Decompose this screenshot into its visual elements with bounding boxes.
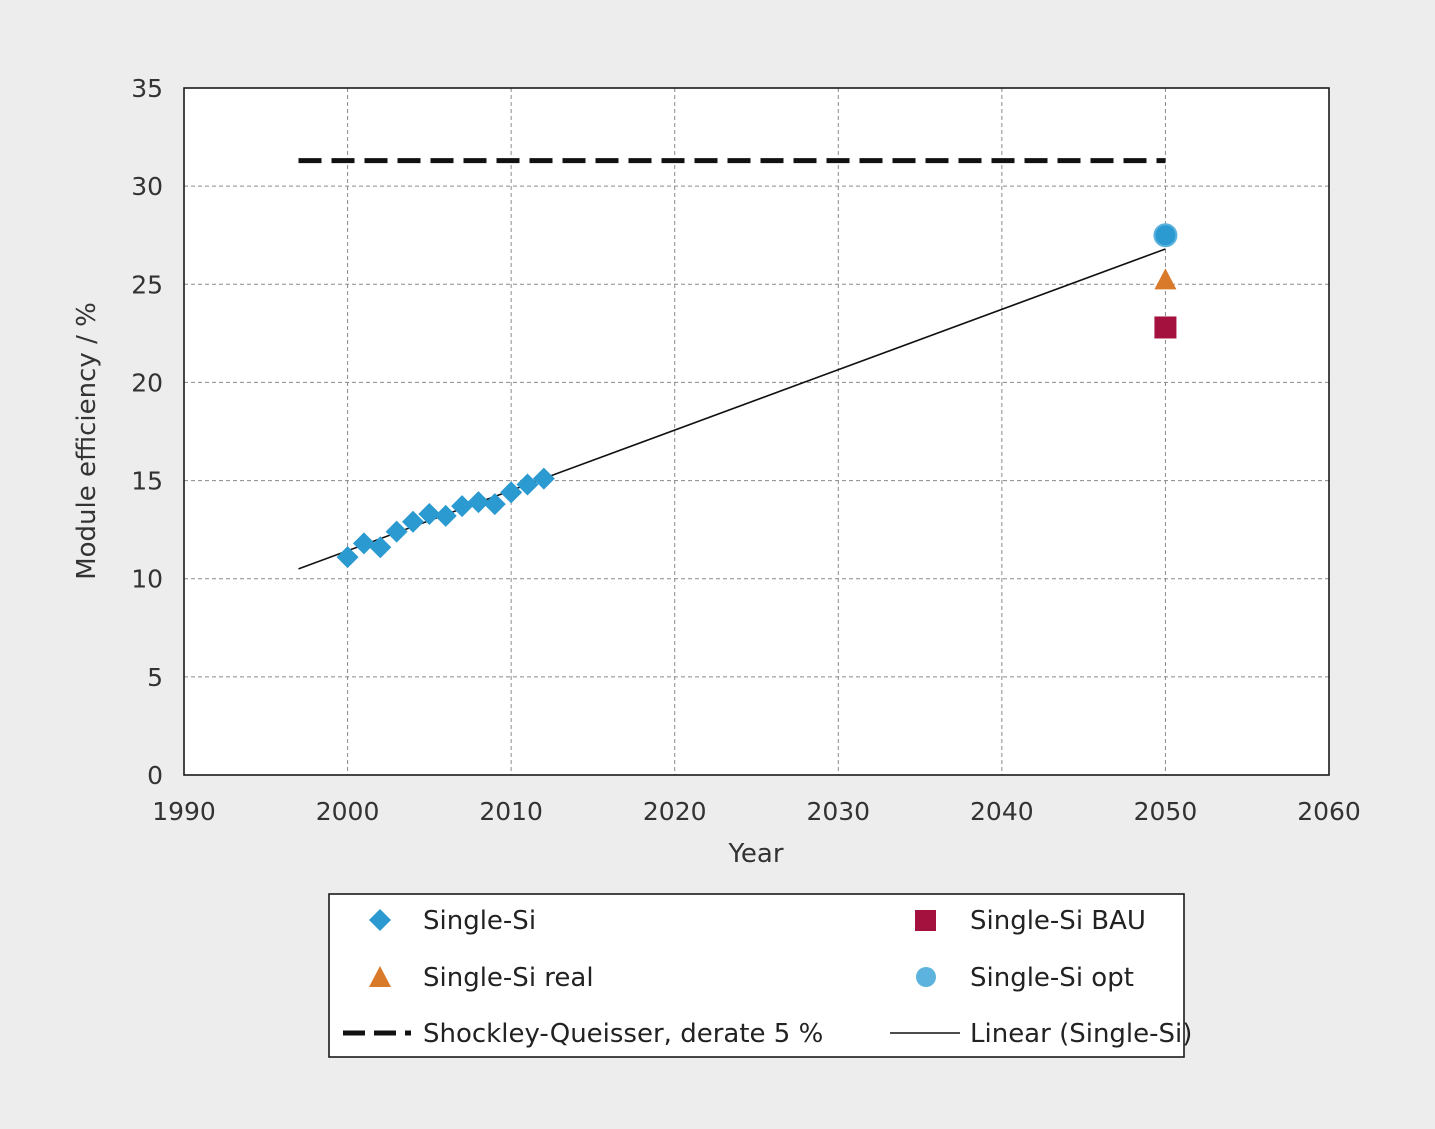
single-si-point <box>451 495 474 518</box>
single-si-point <box>418 502 441 525</box>
plot-area <box>184 88 1329 775</box>
y-axis-title: Module efficiency / % <box>72 302 102 580</box>
y-tick-label: 15 <box>131 467 163 496</box>
single-si-point <box>483 493 506 516</box>
x-tick-label: 2050 <box>1134 797 1198 826</box>
x-axis-title: Year <box>727 839 783 869</box>
x-tick-label: 2000 <box>316 797 380 826</box>
y-tick-labels: 0 5 10 15 20 25 30 35 <box>131 74 163 790</box>
single-si-bau-point <box>1154 316 1177 339</box>
y-tick-label: 25 <box>131 270 163 299</box>
x-tick-label: 2040 <box>970 797 1034 826</box>
x-tick-label: 2030 <box>806 797 870 826</box>
single-si-point <box>336 546 359 569</box>
series-marks <box>298 158 1178 570</box>
legend-single-si-opt-label: Single-Si opt <box>970 963 1134 993</box>
legend-box <box>328 893 1185 1058</box>
x-tick-label: 2020 <box>643 797 707 826</box>
y-tick-label: 20 <box>131 368 163 397</box>
single-si-point <box>500 481 523 504</box>
single-si-opt-point <box>1153 223 1178 248</box>
single-si-point <box>434 504 457 527</box>
legend-single-si-bau-label: Single-Si BAU <box>970 906 1146 936</box>
single-si-point <box>467 491 490 514</box>
single-si-point <box>402 510 424 533</box>
single-si-point <box>516 473 539 496</box>
y-tick-label: 30 <box>131 172 163 201</box>
single-si-point <box>352 532 375 555</box>
x-tick-labels: 1990 2000 2010 2020 2030 2040 2050 2060 <box>152 797 1361 826</box>
single-si-point <box>369 536 392 559</box>
y-tick-label: 35 <box>131 74 163 103</box>
single-si-real-point <box>1154 268 1177 290</box>
grid-lines <box>184 88 1329 775</box>
y-tick-label: 10 <box>131 565 163 594</box>
x-tick-label: 1990 <box>152 797 216 826</box>
single-si-point <box>385 520 408 543</box>
plot-frame <box>183 87 1330 776</box>
x-tick-label: 2010 <box>479 797 543 826</box>
single-si-point <box>532 467 555 490</box>
legend: Single-Si Single-Si BAU Single-Si real S… <box>328 893 1192 1058</box>
x-tick-label: 2060 <box>1297 797 1361 826</box>
legend-linear-label: Linear (Single-Si) <box>970 1019 1192 1049</box>
legend-shockley-queisser-label: Shockley-Queisser, derate 5 % <box>423 1019 823 1049</box>
legend-single-si-marker-icon <box>369 909 391 931</box>
y-tick-label: 5 <box>147 663 163 692</box>
y-tick-label: 0 <box>147 761 163 790</box>
legend-single-si-label: Single-Si <box>423 906 536 936</box>
legend-single-si-bau-marker-icon <box>915 910 936 931</box>
legend-single-si-real-label: Single-Si real <box>423 963 594 993</box>
legend-single-si-real-marker-icon <box>369 966 391 987</box>
legend-single-si-opt-marker-icon <box>916 967 936 987</box>
